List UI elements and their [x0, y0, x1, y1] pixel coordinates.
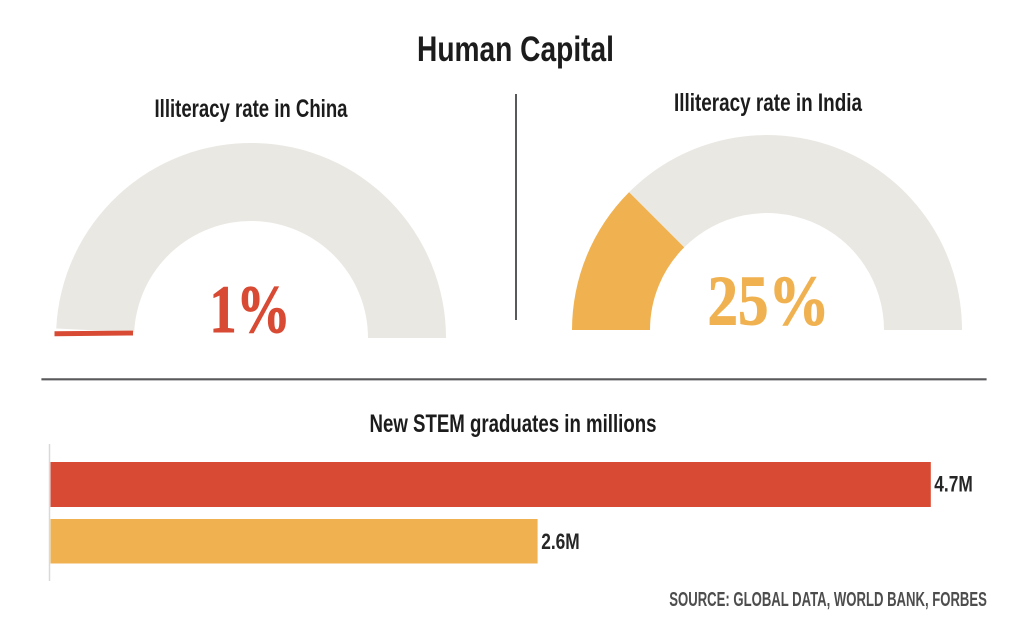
- svg-text:4.7M: 4.7M: [934, 472, 973, 497]
- svg-text:1%: 1%: [210, 271, 291, 347]
- svg-text:Illiteracy rate in India: Illiteracy rate in India: [674, 89, 863, 117]
- svg-text:2.6M: 2.6M: [541, 529, 580, 554]
- svg-text:SOURCE: GLOBAL DATA, WORLD BAN: SOURCE: GLOBAL DATA, WORLD BANK, FORBES: [669, 589, 987, 611]
- svg-text:25%: 25%: [708, 263, 830, 341]
- svg-text:Illiteracy rate in China: Illiteracy rate in China: [155, 95, 349, 123]
- svg-text:New STEM graduates in millions: New STEM graduates in millions: [370, 410, 657, 438]
- svg-text:Human Capital: Human Capital: [417, 30, 614, 69]
